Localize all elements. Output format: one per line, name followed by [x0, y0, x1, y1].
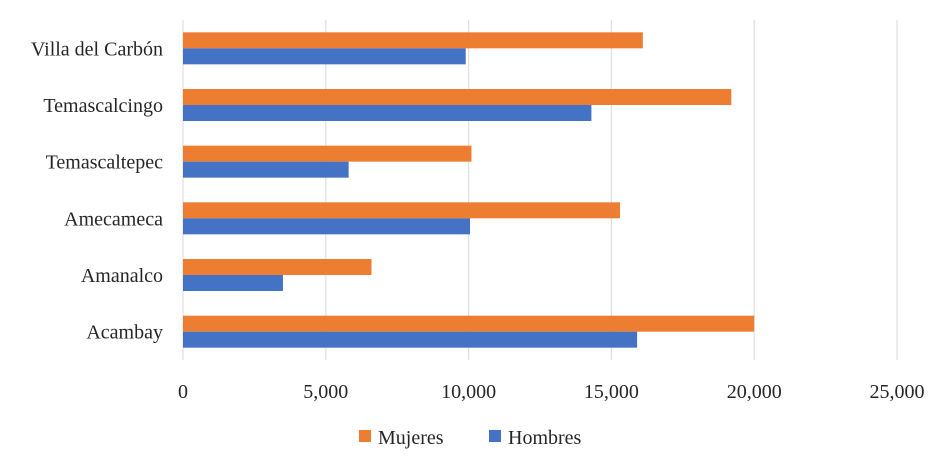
- bar-mujeres-1: [183, 259, 372, 275]
- legend-swatch-hombres: [489, 430, 501, 442]
- category-label-5: Villa del Carbón: [31, 38, 163, 60]
- x-tick-label-0: 0: [178, 381, 188, 403]
- legend-swatch-mujeres: [359, 430, 371, 442]
- legend-label-mujeres: Mujeres: [378, 427, 444, 449]
- bar-mujeres-0: [183, 315, 755, 332]
- bars: [183, 32, 755, 348]
- bar-mujeres-2: [183, 202, 620, 219]
- bar-hombres-3: [183, 161, 349, 178]
- x-tick-label-4: 20,000: [727, 381, 782, 403]
- bar-mujeres-5: [183, 32, 643, 49]
- category-label-1: Amanalco: [81, 265, 163, 287]
- bar-hombres-4: [183, 105, 592, 121]
- bar-hombres-1: [183, 275, 283, 291]
- bar-mujeres-4: [183, 89, 732, 105]
- legend: Mujeres Hombres: [359, 427, 582, 449]
- legend-label-hombres: Hombres: [508, 427, 582, 449]
- category-label-3: Temascaltepec: [46, 152, 164, 174]
- x-axis-tick-labels: 0 5,000 10,000 15,000 20,000 25,000: [178, 381, 925, 403]
- category-labels: Acambay Amanalco Amecameca Temascaltepec Tem…: [31, 38, 163, 343]
- category-label-0: Acambay: [86, 322, 163, 344]
- bar-mujeres-3: [183, 145, 472, 162]
- bar-hombres-5: [183, 48, 466, 65]
- bar-hombres-2: [183, 218, 471, 235]
- x-tick-label-2: 10,000: [441, 381, 496, 403]
- gridlines: [182, 20, 898, 360]
- x-tick-label-1: 5,000: [303, 381, 348, 403]
- x-tick-label-3: 15,000: [584, 381, 639, 403]
- x-tick-label-5: 25,000: [870, 381, 925, 403]
- category-label-2: Amecameca: [64, 208, 163, 230]
- bar-hombres-0: [183, 331, 638, 348]
- category-label-4: Temascalcingo: [43, 95, 163, 117]
